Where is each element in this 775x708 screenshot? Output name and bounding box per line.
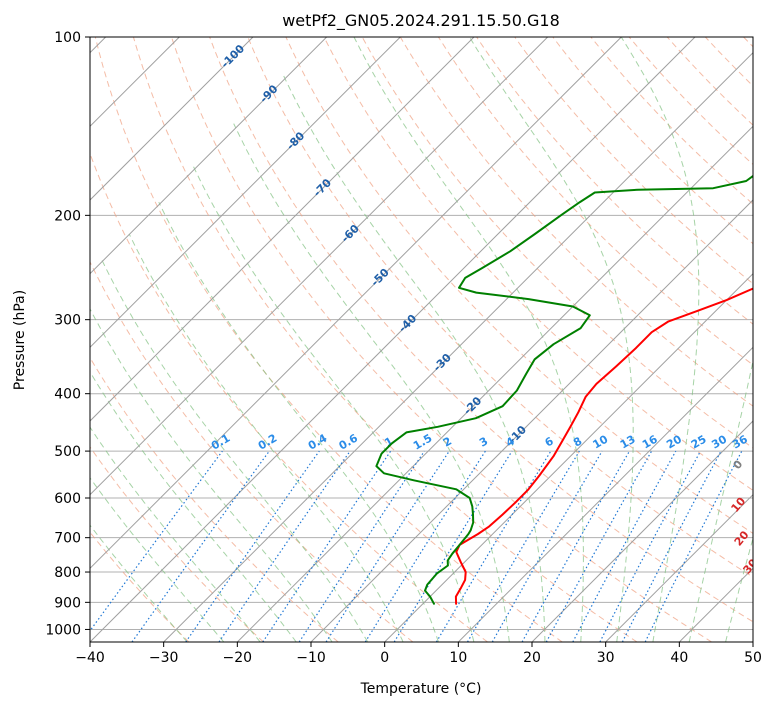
dry-adiabat	[476, 37, 753, 325]
moist-adiabat	[158, 201, 439, 642]
chart-title: wetPf2_GN05.2024.291.15.50.G18	[282, 11, 560, 31]
isotherm	[457, 346, 753, 642]
moist-adiabat	[192, 165, 475, 642]
mixing-ratio-line	[131, 450, 270, 642]
dry-adiabat	[628, 37, 753, 166]
y-tick-label: 1000	[45, 622, 81, 638]
x-tick-label: 40	[670, 650, 688, 666]
y-tick-label: 300	[54, 313, 81, 329]
dry-adiabat	[90, 260, 414, 642]
y-tick-label: 200	[54, 208, 81, 224]
x-tick-label: 50	[744, 650, 762, 666]
isotherm	[90, 37, 622, 570]
moist-adiabat	[688, 358, 753, 642]
x-tick-label: 0	[380, 650, 389, 666]
moist-adiabat	[90, 426, 261, 642]
x-tick-label: 30	[597, 650, 615, 666]
moist-adiabat	[233, 123, 510, 642]
y-tick-label: 500	[54, 444, 81, 460]
x-tick-label: −20	[223, 650, 253, 666]
dry-adiabat	[209, 37, 753, 623]
mixing-ratio-line	[545, 450, 653, 642]
moist-adiabats	[90, 37, 753, 642]
y-axis-label: Pressure (hPa)	[12, 290, 28, 390]
isotherm	[384, 272, 753, 642]
x-tick-label: −40	[75, 650, 105, 666]
moist-adiabat	[90, 524, 188, 642]
isotherm	[90, 37, 401, 349]
temperature-profile-line	[454, 287, 753, 605]
isotherm	[531, 420, 753, 642]
isotherm	[90, 37, 696, 642]
isotherm	[90, 37, 254, 201]
mixing-ratio-line	[521, 450, 631, 642]
dry-adiabat	[132, 37, 638, 642]
mixing-ratio-line	[435, 450, 552, 642]
moist-adiabat	[90, 476, 225, 642]
x-tick-label: 20	[523, 650, 541, 666]
moist-adiabat	[620, 37, 700, 642]
y-tick-label: 600	[54, 491, 81, 507]
mixing-ratio-labels: 0.1 0.2 0.4 0.6 1 1.5 2 3 4 6 8 10 13 16 20 25 30 36	[209, 431, 750, 452]
dry-adiabat	[399, 37, 753, 407]
isotherm	[90, 37, 475, 422]
mixing-ratio-line	[218, 450, 351, 642]
isotherm	[163, 51, 753, 642]
dry-adiabat	[514, 37, 753, 285]
moist-adiabat	[353, 37, 584, 642]
y-tick-label: 400	[54, 387, 81, 403]
x-tick-label: −10	[296, 650, 326, 666]
plot-area: -100-90-80-70-60-50-40-30-20-10 0.1 0.2 0.…	[90, 37, 753, 642]
mixing-ratio-line	[364, 450, 486, 642]
y-axis-ticks: 100 200 300 400 500 600 700 800 900 1000	[45, 30, 90, 638]
y-tick-label: 100	[54, 30, 81, 46]
moist-adiabat	[90, 308, 333, 642]
isotherm	[310, 199, 753, 642]
isotherm	[605, 493, 753, 642]
moist-adiabat	[128, 233, 404, 642]
mixing-ratio-line	[491, 450, 603, 642]
isotherm	[90, 37, 328, 275]
x-axis-ticks: −40 −30 −20 −10 0 10 20 30 40 50	[75, 642, 762, 666]
mixing-ratio-line	[90, 450, 223, 632]
x-tick-label: 10	[449, 650, 467, 666]
isotherms	[90, 37, 753, 642]
y-tick-label: 900	[54, 595, 81, 611]
profile-series	[375, 174, 753, 605]
isotherm	[90, 37, 549, 496]
dry-adiabat	[247, 37, 753, 578]
mixing-ratio-line	[466, 450, 580, 642]
mixing-ratio-line	[185, 450, 320, 642]
dewpoint-profile-line	[375, 174, 753, 605]
mixing-ratio-line	[393, 450, 513, 642]
dry-adiabat	[94, 37, 563, 642]
isotherm	[236, 125, 753, 642]
mixing-ratio-line	[572, 450, 677, 642]
plot-frame	[89, 36, 754, 643]
dry-adiabat	[90, 446, 264, 642]
x-axis-label: Temperature (°C)	[360, 681, 482, 697]
y-tick-label: 800	[54, 565, 81, 581]
pressure-gridlines	[90, 37, 753, 630]
x-tick-label: −30	[149, 650, 179, 666]
moist-adiabat	[725, 536, 753, 642]
y-tick-label: 700	[54, 531, 81, 547]
